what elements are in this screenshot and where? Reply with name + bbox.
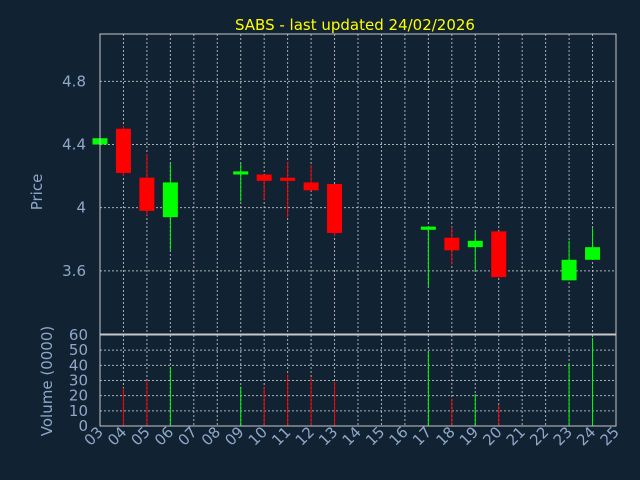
volume-plot-frame: [99, 334, 617, 427]
day-tick-label: 19: [456, 423, 482, 449]
volume-tick-label: 10: [69, 402, 88, 420]
day-tick-label: 10: [245, 423, 271, 449]
candle: [444, 226, 460, 265]
day-tick-label: 21: [503, 423, 529, 449]
price-tick-label: 4.8: [62, 72, 86, 90]
volume-bars: [122, 338, 594, 426]
day-tick-label: 15: [362, 423, 388, 449]
candle-body-down: [303, 182, 319, 191]
candle: [139, 154, 155, 216]
volume-tick-label: 40: [69, 356, 88, 374]
day-axis-label: Day: [334, 460, 362, 476]
candle-body-down: [139, 177, 155, 211]
volume-gridlines: [99, 334, 617, 427]
volume-tick-label: 20: [69, 387, 88, 405]
candle: [280, 161, 296, 218]
candle: [303, 165, 319, 191]
day-tick-label: 12: [292, 423, 318, 449]
price-tick-label: 4.4: [62, 136, 86, 154]
day-tick-label: 11: [268, 423, 294, 449]
price-plot-frame: [99, 33, 617, 335]
candle: [115, 125, 131, 177]
day-tick-label: 25: [597, 423, 623, 449]
candle-body-up: [233, 171, 249, 175]
day-tick-label: 20: [479, 423, 505, 449]
day-tick-label: 16: [386, 423, 412, 449]
candle: [256, 174, 272, 200]
volume-tick-label: 30: [69, 372, 88, 390]
candle-body-down: [444, 237, 460, 251]
volume-tick-label: 0: [78, 417, 88, 435]
day-tick-label: 05: [128, 423, 154, 449]
day-tick-label: 08: [198, 423, 224, 449]
price-candles: [92, 125, 601, 287]
candle-body-down: [280, 177, 296, 181]
candle: [585, 228, 601, 260]
volume-axis-label: Volume (0000): [38, 326, 56, 436]
volume-tick-label: 50: [69, 341, 88, 359]
price-axis-label: Price: [28, 174, 46, 211]
candle: [420, 226, 436, 287]
candle-body-down: [491, 231, 507, 278]
day-tick-label: 13: [315, 423, 341, 449]
candle: [561, 240, 577, 281]
day-tick-label: 23: [550, 423, 576, 449]
price-tick-label: 4: [76, 199, 86, 217]
candle: [491, 231, 507, 278]
day-tick-label: 24: [573, 423, 599, 449]
volume-tick-label: 60: [69, 326, 88, 344]
day-tick-label: 22: [526, 423, 552, 449]
candle-body-down: [327, 184, 343, 233]
candle: [162, 163, 178, 251]
candle: [467, 231, 483, 271]
day-tick-label: 07: [174, 423, 200, 449]
candle-body-up: [420, 226, 436, 230]
price-tick-label: 3.6: [62, 262, 86, 280]
day-tick-label: 17: [409, 423, 435, 449]
candle-body-up: [561, 259, 577, 281]
candle: [233, 163, 249, 202]
day-tick-label: 04: [104, 423, 130, 449]
day-tick-label: 18: [432, 423, 458, 449]
candle-body-up: [467, 240, 483, 248]
price-tick-labels: 3.6 4 4.4 4.8: [62, 72, 86, 279]
day-tick-label: 14: [339, 423, 365, 449]
candle-body-up: [585, 247, 601, 260]
chart-title: SABS - last updated 24/02/2026: [235, 16, 475, 34]
candle-body-down: [256, 174, 272, 181]
day-tick-label: 09: [221, 423, 247, 449]
candle-body-down: [115, 128, 131, 173]
day-tick-label: 06: [151, 423, 177, 449]
candle-body-up: [162, 182, 178, 218]
candle: [327, 184, 343, 237]
day-tick-labels: 0304050607080910111213141516171819202122…: [81, 423, 623, 449]
